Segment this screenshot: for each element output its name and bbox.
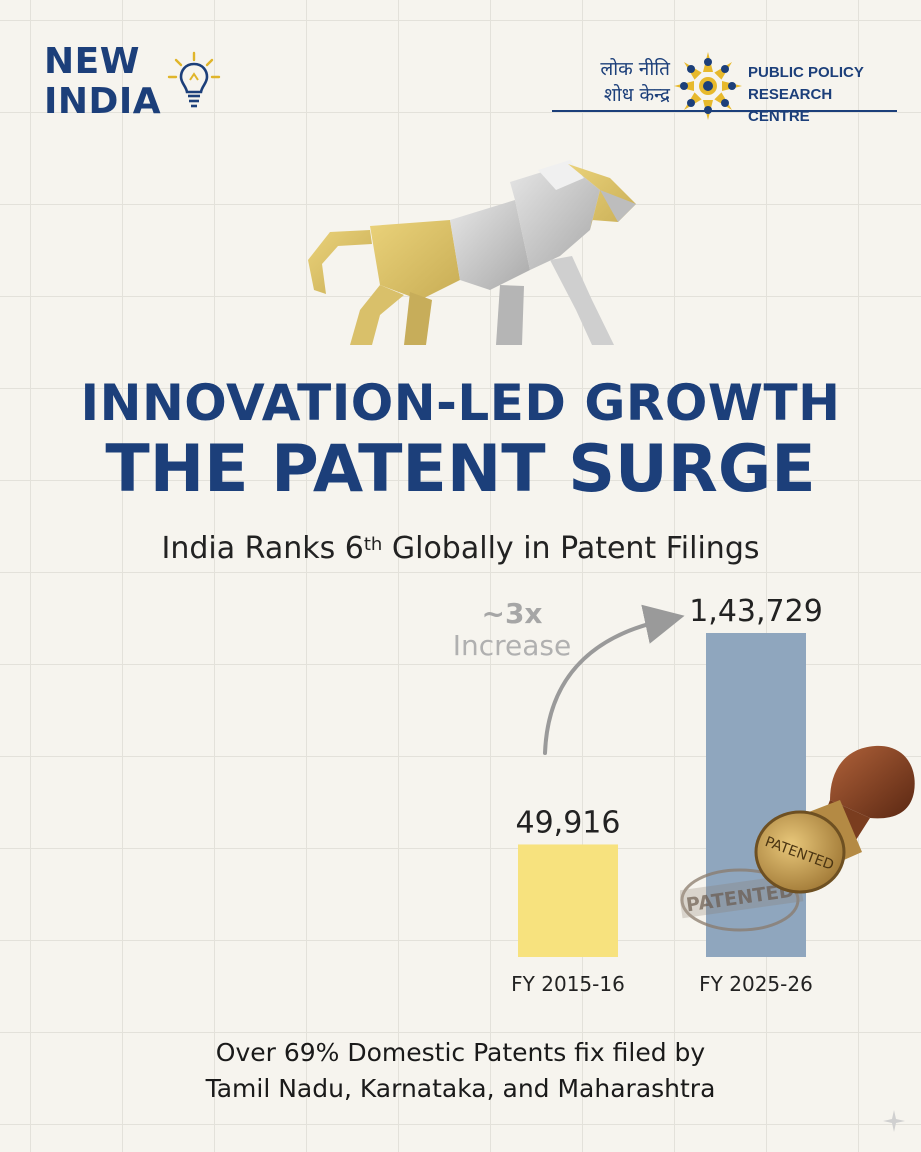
partner-logo: लोक नीति शोध केन्द्र <box>552 50 897 125</box>
annotation-multiplier: ~3x <box>481 597 542 630</box>
bar-1 <box>518 844 618 957</box>
subtitle-text-start: India Ranks 6 <box>161 531 364 566</box>
partner-name-hindi: लोक नीति शोध केन्द्र <box>552 56 670 108</box>
brand-line-india: INDIA <box>44 81 162 122</box>
annotation-label: Increase <box>453 629 572 662</box>
partner-name-english: PUBLIC POLICY RESEARCH CENTRE <box>748 64 864 125</box>
sparkle-icon <box>883 1110 905 1132</box>
subtitle-text-end: Globally in Patent Filings <box>382 531 760 566</box>
increase-arrow <box>543 604 685 755</box>
lion-emblem-icon <box>308 160 636 345</box>
brand-wordmark: NEW INDIA <box>44 42 161 122</box>
footer-note: Over 69% Domestic Patents fix filed by T… <box>0 1035 921 1107</box>
patent-bar-chart: ~3x Increase 49,916 FY 2015-16 1,43,729 FY … <box>453 594 823 996</box>
subtitle: India Ranks 6th Globally in Patent Filin… <box>0 527 921 571</box>
headline-secondary: THE PATENT SURGE <box>105 432 816 507</box>
category-label-2: FY 2025-26 <box>699 972 813 996</box>
brand-line-new: NEW <box>44 41 140 82</box>
bar-value-label-1: 49,916 <box>516 805 621 840</box>
bar-value-label-2: 1,43,729 <box>689 594 823 629</box>
bar-2 <box>706 633 806 957</box>
footer-line-2: Tamil Nadu, Karnataka, and Maharashtra <box>205 1074 716 1103</box>
headline-primary: INNOVATION-LED GROWTH <box>80 374 841 432</box>
category-label-1: FY 2015-16 <box>511 972 625 996</box>
subtitle-superscript: th <box>363 534 383 555</box>
partner-logo-rule <box>552 110 897 112</box>
partner-hindi-line1: लोक नीति <box>600 58 670 80</box>
lightbulb-icon <box>167 51 221 108</box>
footer-line-1: Over 69% Domestic Patents fix filed by <box>215 1038 706 1067</box>
partner-hindi-line2: शोध केन्द्र <box>603 84 670 106</box>
patented-stamp-icon: PATENTED PATENTED <box>680 745 915 932</box>
